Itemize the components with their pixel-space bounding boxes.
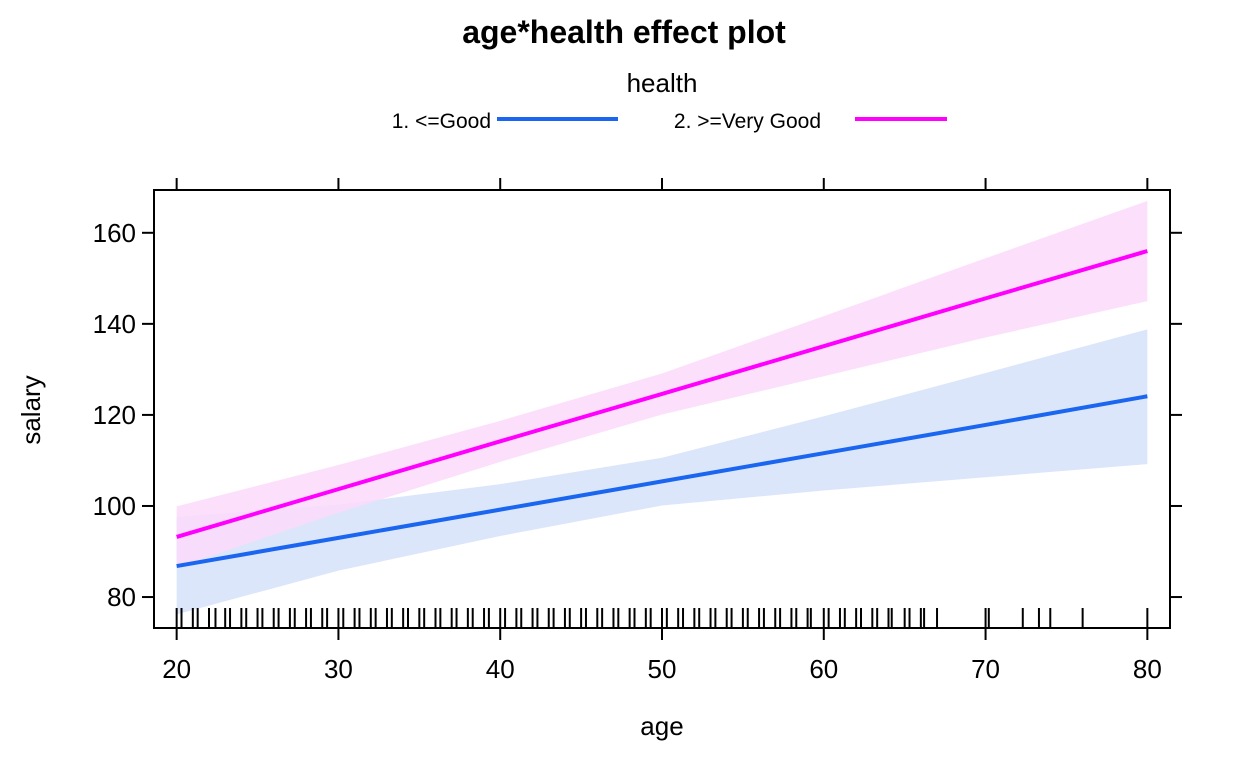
y-tick-label-100: 100	[93, 491, 136, 521]
x-tick-label-50: 50	[648, 654, 677, 684]
fit-line-2	[176, 249, 1148, 539]
y-axis: 80 100 120 140 160	[93, 218, 1182, 612]
age-rug	[175, 608, 1149, 628]
fit-line-1	[176, 394, 1148, 569]
plot-frame	[153, 189, 1171, 629]
x-axis-label: age	[640, 711, 683, 741]
fit-lines	[176, 249, 1148, 569]
legend-label-very-good: 2. >=Very Good	[674, 110, 821, 133]
y-tick-label-160: 160	[93, 218, 136, 248]
x-tick-label-20: 20	[162, 654, 191, 684]
y-tick-label-80: 80	[107, 582, 136, 612]
y-axis-label: salary	[16, 375, 46, 444]
x-tick-label-40: 40	[486, 654, 515, 684]
x-tick-label-70: 70	[971, 654, 1000, 684]
x-tick-label-30: 30	[324, 654, 353, 684]
legend-label-good: 1. <=Good	[392, 110, 491, 133]
confidence-band-1	[176, 329, 1148, 615]
confidence-bands	[176, 200, 1148, 615]
chart-title: age*health effect plot	[462, 14, 786, 50]
legend-title: health	[627, 68, 698, 98]
x-tick-label-80: 80	[1133, 654, 1162, 684]
legend: health 1. <=Good 2. >=Very Good	[392, 68, 947, 133]
confidence-band-2	[176, 200, 1148, 568]
x-axis: 20 30 40 50 60 70 80	[162, 178, 1162, 684]
y-tick-label-120: 120	[93, 400, 136, 430]
x-tick-label-60: 60	[809, 654, 838, 684]
y-tick-label-140: 140	[93, 309, 136, 339]
